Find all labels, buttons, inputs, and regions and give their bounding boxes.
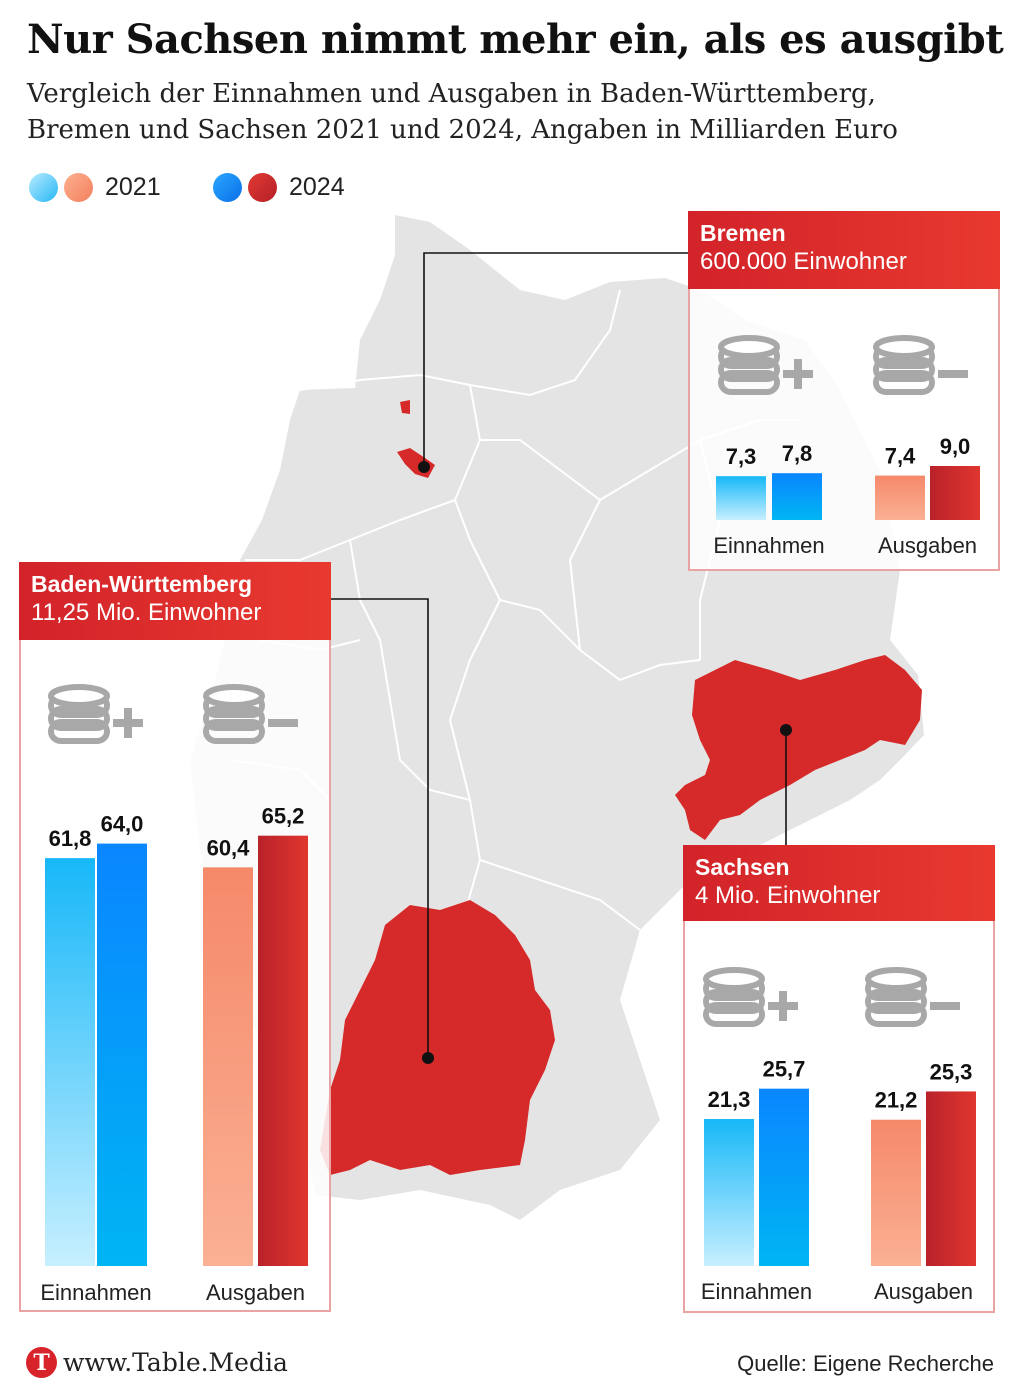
sachsen-category-ausgaben: Ausgaben [874, 1279, 973, 1304]
sachsen-coins-minus-icon [865, 967, 960, 1027]
bw-bar-einnahmen-2024 [97, 843, 147, 1266]
footer-source: Quelle: Eigene Recherche [737, 1351, 994, 1376]
bw-value-einnahmen-2021: 61,8 [49, 826, 92, 851]
bremen-region-name: Bremen [700, 220, 786, 246]
bw-panel-header: Baden-Württemberg 11,25 Mio. Einwohner [19, 562, 331, 640]
legend-dot-expense-2024 [248, 173, 277, 202]
bremen-coins-plus-icon [718, 335, 813, 395]
sachsen-bar-einnahmen-2024 [759, 1088, 809, 1266]
bremen-value-ausgaben-2021: 7,4 [885, 444, 916, 469]
page-subtitle: Vergleich der Einnahmen und Ausgaben in … [27, 79, 898, 145]
legend-label-2021: 2021 [105, 173, 161, 201]
bremen-bar-einnahmen-2021 [716, 476, 766, 520]
bw-population: 11,25 Mio. Einwohner [31, 599, 262, 626]
legend-label-2024: 2024 [289, 173, 345, 201]
sachsen-panel-header: Sachsen 4 Mio. Einwohner [683, 845, 995, 921]
bremen-value-einnahmen-2024: 7,8 [782, 441, 813, 466]
bremen-value-einnahmen-2021: 7,3 [726, 444, 757, 469]
bremen-bar-ausgaben-2021 [875, 475, 925, 520]
bw-value-ausgaben-2021: 60,4 [207, 835, 251, 860]
state-borders [229, 289, 800, 931]
bremen-value-ausgaben-2024: 9,0 [940, 434, 971, 459]
legend-dot-income-2021 [29, 173, 58, 202]
sachsen-region-name: Sachsen [695, 854, 790, 880]
sachsen-value-ausgaben-2024: 25,3 [930, 1059, 973, 1084]
bremen-coins-minus-icon [873, 335, 968, 395]
sachsen-bar-ausgaben-2024 [926, 1091, 976, 1266]
saxony-map-shape [675, 655, 922, 840]
legend-dot-income-2024 [213, 173, 242, 202]
sachsen-value-ausgaben-2021: 21,2 [875, 1088, 918, 1113]
bw-bar-einnahmen-2021 [45, 858, 95, 1266]
bremen-population: 600.000 Einwohner [700, 248, 907, 275]
location-dots [418, 461, 792, 1064]
sachsen-value-einnahmen-2024: 25,7 [763, 1057, 806, 1082]
bw-category-einnahmen: Einnahmen [40, 1280, 151, 1305]
bremen-category-ausgaben: Ausgaben [878, 533, 977, 558]
legend-item-2021: 2021 [29, 173, 161, 202]
bw-bar-ausgaben-2021 [203, 867, 253, 1266]
sachsen-bar-ausgaben-2021 [871, 1119, 921, 1266]
bw-region-name: Baden-Württemberg [31, 571, 253, 597]
legend-dot-expense-2021 [64, 173, 93, 202]
sachsen-population: 4 Mio. Einwohner [695, 882, 881, 909]
bw-value-einnahmen-2024: 64,0 [101, 812, 144, 837]
table-media-logo: T [26, 1347, 57, 1378]
sachsen-bar-einnahmen-2021 [704, 1119, 754, 1266]
bremen-panel-header: Bremen 600.000 Einwohner [688, 211, 1000, 289]
sachsen-value-einnahmen-2021: 21,3 [708, 1087, 751, 1112]
bw-coins-minus-icon [203, 684, 298, 744]
bw-coins-plus-icon [48, 684, 143, 744]
page-title: Nur Sachsen nimmt mehr ein, als es ausgi… [27, 16, 1004, 63]
footer-site: www.Table.Media [63, 1348, 288, 1377]
bw-value-ausgaben-2024: 65,2 [262, 804, 305, 829]
sachsen-category-einnahmen: Einnahmen [701, 1279, 812, 1304]
callout-lines [330, 252, 787, 1058]
bremen-bar-einnahmen-2024 [772, 473, 822, 520]
bremen-bar-ausgaben-2024 [930, 466, 980, 520]
bremen-category-einnahmen: Einnahmen [713, 533, 824, 558]
bremerhaven-map-shape [400, 400, 410, 414]
baden-wuerttemberg-map-shape [320, 900, 555, 1175]
bw-bar-ausgaben-2024 [258, 835, 308, 1266]
legend-item-2024: 2024 [213, 173, 345, 202]
bw-category-ausgaben: Ausgaben [206, 1280, 305, 1305]
sachsen-coins-plus-icon [703, 967, 798, 1027]
